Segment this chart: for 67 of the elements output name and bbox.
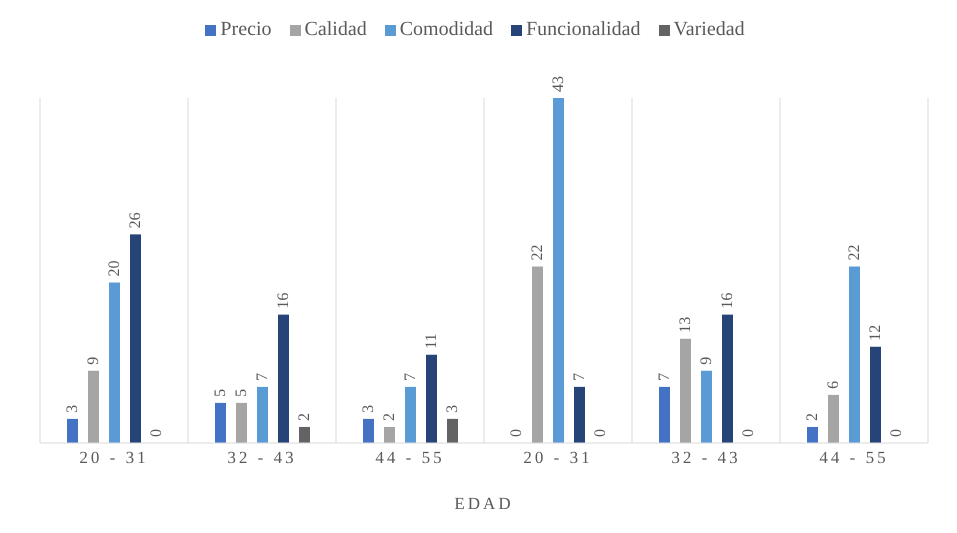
data-label: 5: [233, 388, 250, 397]
x-axis-title: EDAD: [454, 494, 514, 513]
bar: [426, 354, 437, 443]
legend-label: Funcionalidad: [526, 18, 640, 40]
x-tick-label: 20 - 31: [79, 448, 149, 468]
bar: [109, 282, 120, 443]
data-label: 26: [127, 212, 144, 228]
bar: [722, 314, 733, 443]
bar: [553, 98, 564, 443]
bar: [659, 386, 670, 443]
data-label: 16: [719, 292, 736, 309]
legend-label: Variedad: [674, 18, 745, 40]
data-label: 7: [254, 372, 271, 381]
bar: [278, 314, 289, 443]
bar: [299, 426, 310, 443]
data-label: 2: [381, 412, 398, 421]
data-label: 43: [550, 76, 567, 92]
bar: [532, 266, 543, 443]
legend-label: Precio: [220, 18, 272, 40]
data-label: 5: [212, 388, 229, 397]
data-label: 0: [592, 428, 609, 437]
bar: [447, 418, 458, 443]
x-tick-label: 32 - 43: [227, 448, 297, 468]
data-label: 7: [402, 372, 419, 381]
bar: [67, 418, 78, 443]
data-label: 2: [296, 412, 313, 421]
bar: [701, 370, 712, 443]
data-label: 22: [846, 244, 863, 260]
data-label: 6: [825, 380, 842, 389]
bar: [363, 418, 374, 443]
data-label: 0: [148, 428, 165, 437]
bar: [384, 426, 395, 443]
data-label: 0: [508, 428, 525, 437]
x-tick-label: 44 - 55: [819, 448, 889, 468]
data-label: 9: [698, 356, 715, 365]
bar: [807, 426, 818, 443]
bar: [88, 370, 99, 443]
bar: [849, 266, 860, 443]
data-label: 22: [529, 244, 546, 260]
x-tick-label: 20 - 31: [523, 448, 593, 468]
bar: [215, 402, 226, 443]
data-label: 16: [275, 292, 292, 309]
x-tick-label: 32 - 43: [671, 448, 741, 468]
bar: [680, 338, 691, 443]
data-label: 3: [360, 404, 377, 413]
data-label: 7: [571, 372, 588, 381]
bar: [236, 402, 247, 443]
bar: [257, 386, 268, 443]
data-label: 12: [867, 324, 884, 341]
data-label: 7: [656, 372, 673, 381]
data-label: 9: [85, 356, 102, 365]
legend-label: Calidad: [304, 18, 367, 40]
data-label: 0: [740, 428, 757, 437]
x-tick-label: 44 - 55: [375, 448, 445, 468]
bar: [405, 386, 416, 443]
bar: [870, 346, 881, 443]
data-label: 11: [423, 333, 440, 349]
data-label: 13: [677, 316, 694, 333]
legend-label: Comodidad: [400, 18, 494, 40]
bar: [574, 386, 585, 443]
bar: [130, 234, 141, 443]
data-label: 0: [888, 428, 905, 437]
data-label: 2: [804, 412, 821, 421]
data-label: 20: [106, 260, 123, 277]
bar: [828, 394, 839, 443]
data-label: 3: [64, 404, 81, 413]
data-label: 3: [444, 404, 461, 413]
